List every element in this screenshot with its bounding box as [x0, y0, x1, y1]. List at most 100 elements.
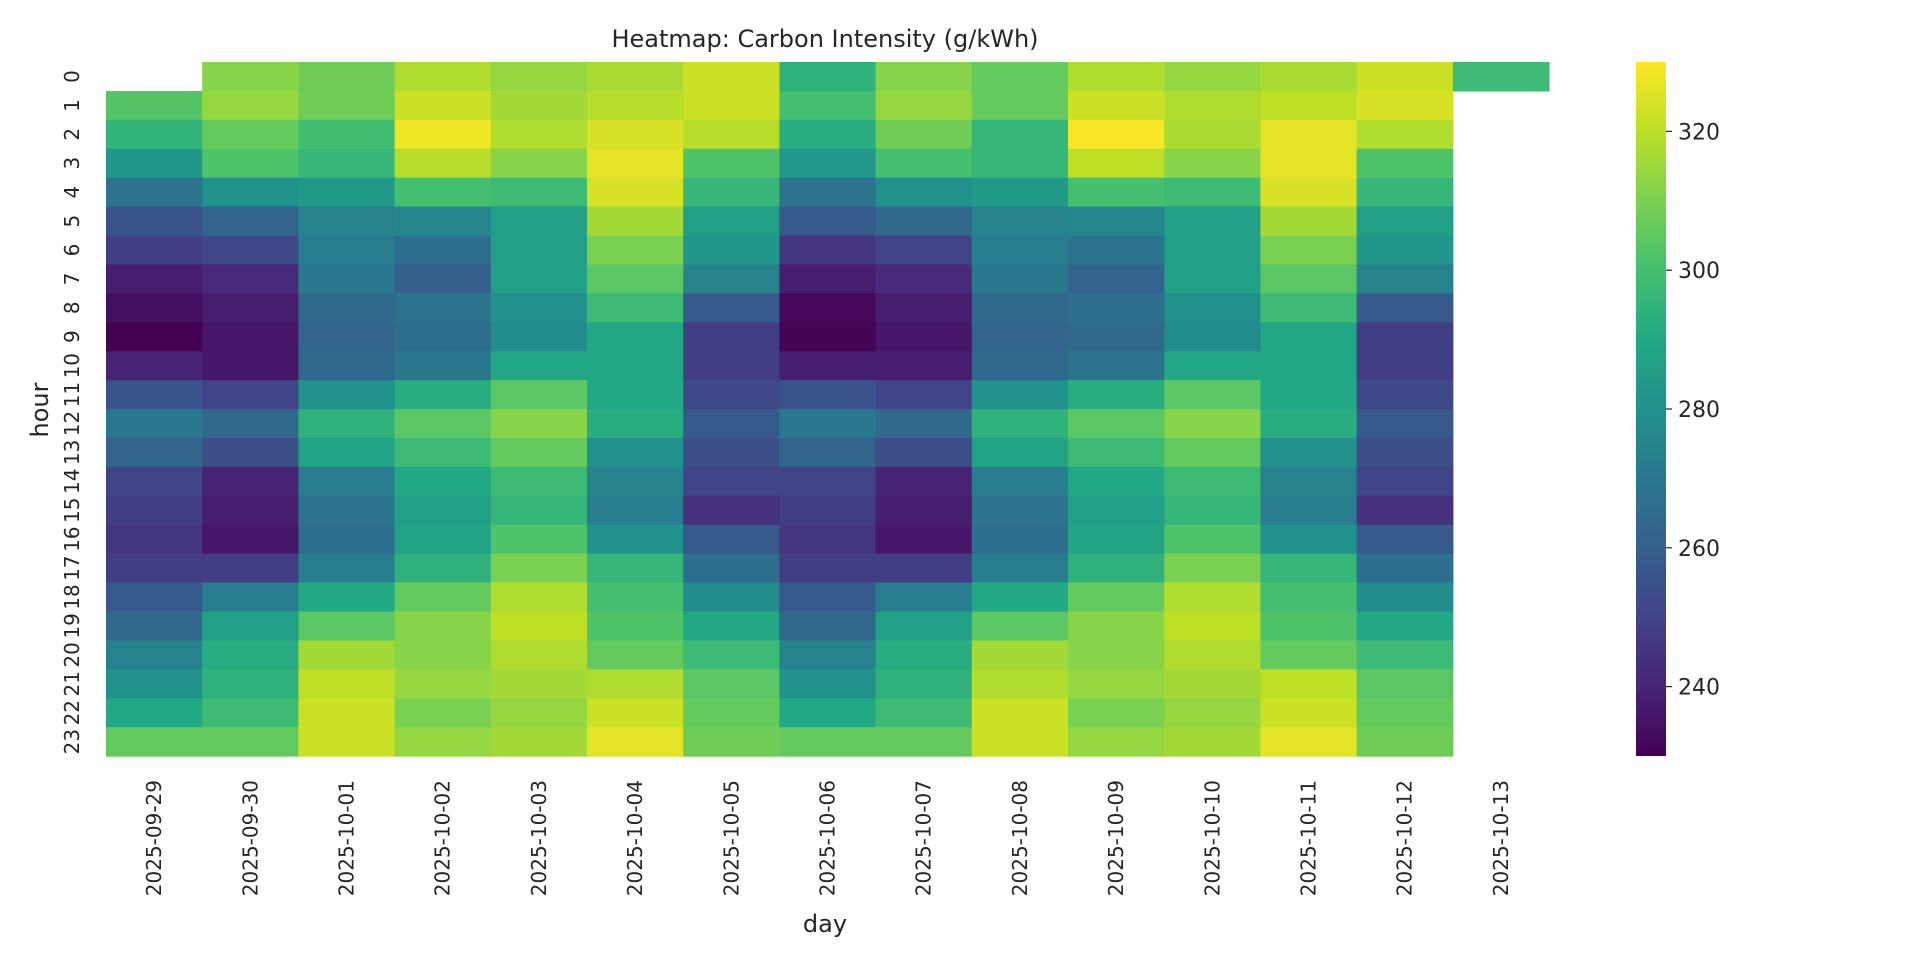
y-tick-label: 21	[60, 671, 84, 696]
y-tick-label: 22	[60, 700, 84, 725]
heatmap-cell	[490, 611, 588, 641]
heatmap-cell	[490, 640, 588, 670]
heatmap-cell	[779, 90, 877, 121]
heatmap-cell	[1164, 380, 1261, 410]
heatmap-cell	[1260, 640, 1358, 670]
heatmap-cell	[587, 119, 684, 150]
heatmap-cell	[683, 466, 780, 497]
heatmap-cell	[298, 119, 396, 150]
heatmap-cells	[106, 62, 1550, 757]
heatmap-cell	[1260, 553, 1358, 584]
heatmap-cell	[202, 611, 299, 641]
heatmap-cell	[971, 611, 1069, 641]
heatmap-cell	[298, 62, 396, 92]
heatmap-cell	[875, 148, 973, 179]
y-tick-label: 6	[60, 244, 84, 257]
heatmap-cell	[1068, 553, 1165, 584]
heatmap-cell	[1164, 553, 1261, 584]
heatmap-cell	[106, 119, 203, 150]
heatmap-cell	[1260, 409, 1358, 439]
heatmap-cell	[971, 466, 1069, 497]
heatmap-cell	[971, 177, 1069, 208]
heatmap-cell	[1164, 582, 1261, 613]
heatmap-cell	[1068, 90, 1165, 121]
heatmap-cell	[779, 669, 877, 699]
heatmap-cell	[1260, 148, 1358, 179]
heatmap-cell	[1068, 495, 1165, 526]
y-tick-label: 4	[60, 186, 84, 199]
heatmap-cell	[587, 409, 684, 439]
heatmap-cell	[1356, 264, 1454, 294]
heatmap-cell	[587, 669, 684, 699]
heatmap-cell	[587, 235, 684, 266]
heatmap-cell	[490, 582, 588, 613]
colorbar-tick-label: 320	[1678, 120, 1720, 145]
heatmap-cell	[1356, 119, 1454, 150]
heatmap-cell	[1260, 206, 1358, 237]
heatmap-cell	[394, 264, 492, 294]
heatmap-cell	[683, 62, 780, 92]
y-tick-label: 5	[60, 215, 84, 228]
heatmap-cell	[298, 495, 396, 526]
y-tick-label: 12	[60, 411, 84, 436]
heatmap-cell	[683, 264, 780, 294]
heatmap-cell	[971, 409, 1069, 439]
heatmap-cell	[1356, 698, 1454, 728]
heatmap-cell	[779, 293, 877, 323]
heatmap-cell	[779, 437, 877, 468]
heatmap-cell	[587, 177, 684, 208]
heatmap-cell	[1164, 90, 1261, 121]
heatmap-cell	[106, 553, 203, 584]
heatmap-cell	[1260, 524, 1358, 555]
heatmap-cell	[106, 727, 203, 757]
heatmap-cell	[1068, 466, 1165, 497]
heatmap-cell	[202, 727, 299, 757]
heatmap-cell	[1164, 322, 1261, 352]
heatmap-cell	[298, 264, 396, 294]
heatmap-cell	[298, 553, 396, 584]
heatmap-cell	[1356, 380, 1454, 410]
heatmap-cell	[779, 640, 877, 670]
heatmap-cell	[202, 90, 299, 121]
y-tick-label: 20	[60, 642, 84, 667]
heatmap-cell	[875, 206, 973, 237]
heatmap-cell	[587, 206, 684, 237]
heatmap-cell	[587, 148, 684, 179]
heatmap-cell	[971, 293, 1069, 323]
x-tick-label: 2025-10-05	[719, 780, 743, 896]
heatmap-cell	[1164, 206, 1261, 237]
heatmap-cell	[1068, 293, 1165, 323]
heatmap-cell	[683, 437, 780, 468]
heatmap-cell	[779, 62, 877, 92]
heatmap-cell	[1164, 293, 1261, 323]
x-tick-label: 2025-10-04	[623, 780, 647, 896]
heatmap-cell	[1068, 409, 1165, 439]
heatmap-cell	[106, 148, 203, 179]
colorbar-tick-label: 240	[1678, 676, 1720, 701]
heatmap-cell	[394, 698, 492, 728]
heatmap-cell	[202, 235, 299, 266]
heatmap-cell	[298, 669, 396, 699]
heatmap-cell	[202, 62, 299, 92]
y-tick-label: 0	[60, 70, 84, 83]
heatmap-cell	[394, 148, 492, 179]
heatmap-cell	[1452, 62, 1550, 92]
heatmap-cell	[298, 727, 396, 757]
heatmap-cell	[875, 351, 973, 381]
heatmap-cell	[1068, 698, 1165, 728]
heatmap-cell	[779, 148, 877, 179]
y-tick-label: 7	[60, 273, 84, 286]
heatmap-cell	[394, 524, 492, 555]
heatmap-cell	[106, 698, 203, 728]
heatmap-cell	[202, 293, 299, 323]
heatmap-cell	[298, 524, 396, 555]
heatmap-cell	[394, 466, 492, 497]
heatmap-cell	[875, 611, 973, 641]
heatmap-cell	[1356, 293, 1454, 323]
heatmap-cell	[106, 640, 203, 670]
heatmap-cell	[683, 409, 780, 439]
heatmap-cell	[683, 177, 780, 208]
heatmap-cell	[875, 495, 973, 526]
heatmap-cell	[106, 669, 203, 699]
heatmap-cell	[394, 582, 492, 613]
